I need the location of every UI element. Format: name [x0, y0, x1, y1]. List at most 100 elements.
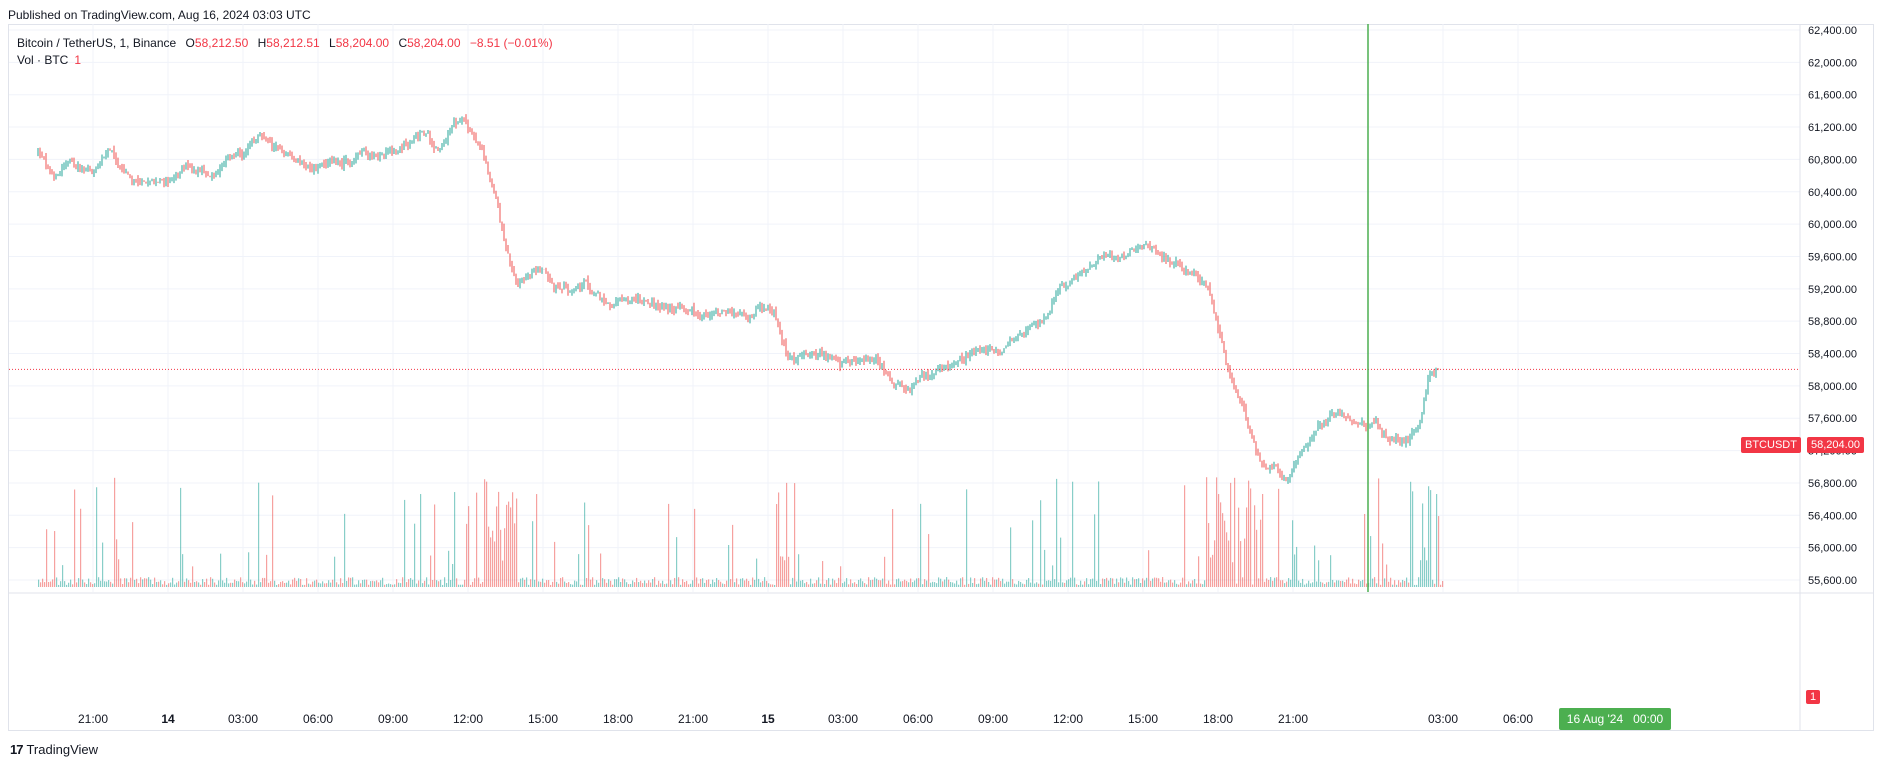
volume-bar — [386, 584, 388, 587]
volume-bar — [916, 578, 918, 587]
volume-bar — [984, 580, 986, 587]
volume-bar — [708, 579, 710, 587]
volume-bar — [1076, 584, 1078, 587]
tradingview-logo-icon: 17 — [10, 742, 24, 757]
volume-bar — [1432, 579, 1434, 587]
volume-bar — [222, 580, 224, 587]
volume-bar — [134, 579, 136, 587]
volume-bar — [162, 584, 164, 587]
volume-bar — [396, 579, 398, 587]
volume-bar — [1270, 577, 1272, 587]
legend-symbol[interactable]: Bitcoin / TetherUS, 1, Binance — [17, 36, 177, 50]
volume-bar — [242, 582, 244, 587]
volume-bar — [854, 582, 856, 587]
volume-bar — [516, 498, 518, 587]
volume-bar — [664, 584, 666, 587]
volume-bar — [404, 499, 406, 587]
volume-bar — [190, 582, 192, 587]
volume-bar — [138, 583, 140, 587]
volume-bar — [1210, 557, 1212, 587]
volume-bar — [1430, 490, 1432, 587]
volume-bar — [1208, 523, 1210, 587]
volume-bar — [72, 584, 74, 587]
volume-bar — [1230, 482, 1232, 587]
volume-bar — [788, 556, 790, 587]
volume-bar — [1150, 580, 1152, 587]
volume-bar — [1078, 584, 1080, 587]
volume-bar — [1282, 580, 1284, 587]
volume-bar — [1054, 579, 1056, 587]
volume-bar — [150, 579, 152, 587]
volume-bar — [744, 580, 746, 587]
volume-bar — [310, 584, 312, 587]
volume-bar — [286, 582, 288, 587]
volume-bar — [1242, 577, 1244, 587]
volume-bar — [574, 580, 576, 587]
volume-bar — [818, 577, 820, 587]
volume-bar — [130, 577, 132, 587]
volume-bar — [450, 580, 452, 587]
volume-bar — [1222, 513, 1224, 587]
volume-bar — [804, 583, 806, 587]
volume-bar — [240, 577, 242, 587]
volume-bar — [484, 479, 486, 587]
volume-bar — [306, 578, 308, 587]
volume-bar — [992, 577, 994, 587]
volume-bar — [784, 560, 786, 587]
legend-high-label: H — [257, 36, 267, 50]
volume-bar — [412, 579, 414, 587]
volume-bar — [1018, 580, 1020, 587]
y-tick-label: 60,400.00 — [1808, 187, 1857, 199]
volume-bar — [416, 583, 418, 587]
volume-label[interactable]: Vol · BTC — [17, 53, 69, 67]
volume-bar — [1114, 583, 1116, 587]
volume-bar — [1440, 584, 1442, 587]
volume-bar — [256, 584, 258, 587]
volume-bar — [1144, 580, 1146, 587]
volume-bar — [1394, 580, 1396, 587]
brand-name: TradingView — [26, 742, 99, 757]
x-tick-label: 03:00 — [1428, 712, 1458, 726]
volume-bar — [730, 579, 732, 587]
volume-bar — [754, 579, 756, 587]
volume-bar — [990, 584, 992, 587]
volume-bar — [432, 579, 434, 587]
volume-bar — [1190, 583, 1192, 587]
volume-bar — [558, 583, 560, 587]
x-tick-label: 21:00 — [1278, 712, 1308, 726]
volume-bar — [826, 580, 828, 587]
volume-bar — [320, 583, 322, 587]
volume-bar — [314, 580, 316, 587]
volume-bar — [1202, 584, 1204, 587]
volume-bar — [948, 579, 950, 587]
volume-bar — [1056, 478, 1058, 587]
volume-bar — [506, 504, 508, 587]
volume-bar — [882, 578, 884, 587]
volume-bar — [382, 577, 384, 587]
volume-bar — [674, 577, 676, 587]
volume-bar — [568, 582, 570, 587]
volume-bar — [1020, 581, 1022, 587]
volume-bar — [776, 504, 778, 587]
volume-bar — [1104, 579, 1106, 587]
volume-bar — [600, 553, 602, 587]
volume-bar — [220, 553, 222, 587]
volume-bar — [970, 577, 972, 587]
volume-bar — [1338, 580, 1340, 587]
volume-bar — [798, 554, 800, 587]
volume-bar — [694, 508, 696, 587]
tradingview-brand[interactable]: 17 TradingView — [10, 742, 98, 757]
volume-bar — [1074, 577, 1076, 587]
volume-bar — [226, 577, 228, 587]
volume-bar — [772, 584, 774, 587]
volume-bar — [1174, 580, 1176, 587]
volume-bar — [114, 477, 116, 587]
volume-bar — [178, 581, 180, 587]
volume-bar — [1122, 578, 1124, 587]
volume-bar — [1132, 577, 1134, 587]
chart-frame — [8, 24, 1874, 731]
volume-bar — [44, 582, 46, 587]
volume-bar — [478, 577, 480, 587]
volume-bar — [1402, 579, 1404, 587]
